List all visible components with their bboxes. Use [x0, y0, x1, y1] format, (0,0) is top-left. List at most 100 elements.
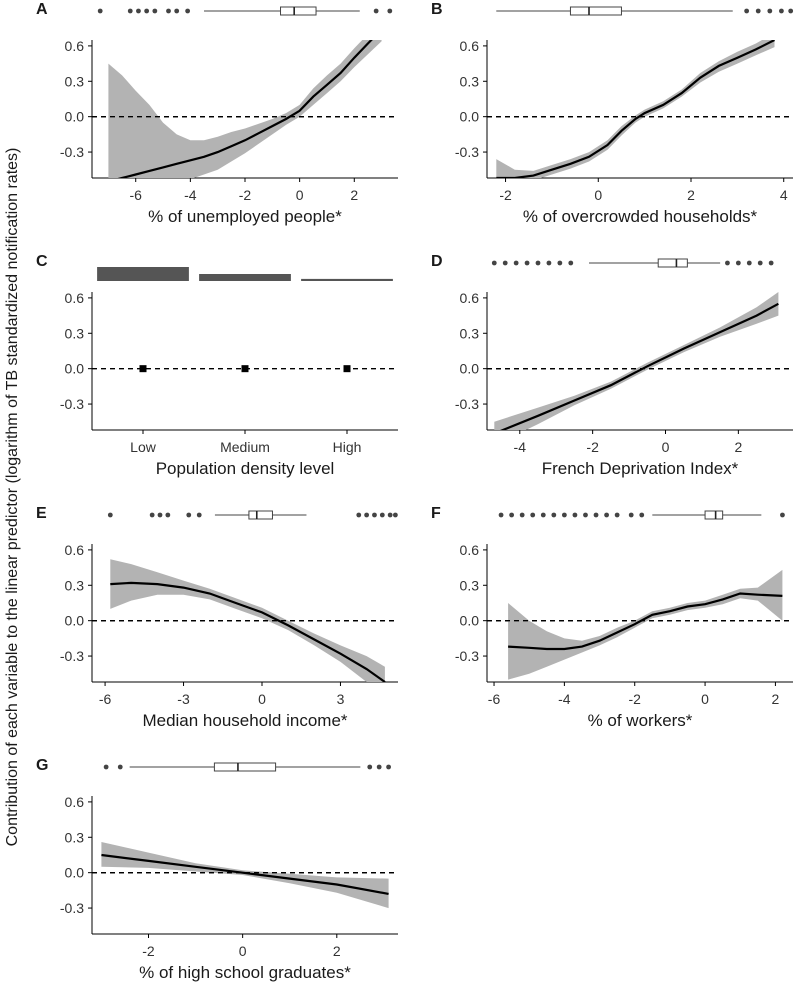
x-tick-label: 0: [239, 943, 247, 959]
confidence-band: [494, 292, 779, 430]
x-tick-label: -4: [558, 691, 571, 707]
box-outlier-point: [149, 512, 155, 518]
fitted-curve: [117, 40, 373, 178]
box-outlier-point: [757, 260, 763, 266]
box-outlier-point: [755, 8, 761, 14]
y-tick-label: 0.6: [460, 38, 480, 54]
x-tick-label: 0: [296, 187, 304, 203]
effect-point-low: [139, 365, 147, 373]
box-outlier-point: [136, 8, 141, 14]
shared-y-axis-label: Contribution of each variable to the lin…: [4, 148, 21, 847]
box-outlier-point: [364, 512, 370, 518]
box-outlier-point: [524, 260, 530, 266]
y-tick-label: 0.3: [65, 325, 85, 341]
box-outlier-point: [376, 764, 382, 770]
x-tick-label: 0: [662, 439, 670, 455]
panel-c: C -0.3 0.0 0.3 0.6 Low Medium High Population de…: [36, 253, 398, 478]
x-tick-label: -3: [177, 691, 190, 707]
y-tick-label: 0.6: [65, 794, 85, 810]
rug-bar-medium: [199, 274, 291, 281]
x-tick-label: -6: [99, 691, 112, 707]
x-tick-label: 0: [258, 691, 266, 707]
box-outlier-point: [535, 260, 541, 266]
x-tick-label: -4: [184, 187, 197, 203]
panel-label: A: [36, 1, 48, 18]
box-outlier-point: [768, 260, 774, 266]
box-outlier-point: [509, 512, 515, 518]
panel-label: C: [36, 253, 48, 270]
rug-bar-high: [301, 278, 393, 281]
x-tick-label: High: [333, 439, 362, 455]
x-tick-label: 2: [687, 187, 695, 203]
y-tick-label: 0.0: [460, 109, 480, 125]
x-tick-label: 3: [337, 691, 345, 707]
fitted-curve: [496, 40, 775, 178]
box-outlier-point: [540, 512, 546, 518]
y-tick-label: -0.3: [455, 648, 479, 664]
y-tick-label: 0.6: [460, 542, 480, 558]
box-outlier-point: [196, 512, 202, 518]
x-tick-label: -4: [514, 439, 527, 455]
x-axis-label: Median household income*: [142, 711, 347, 730]
box-outlier-point: [144, 8, 150, 14]
panel-g: G -0.3 0.0 0.3 0.6 -2 0 2 % of high school gradu…: [36, 757, 398, 982]
x-tick-label: Low: [130, 439, 157, 455]
box-iqr: [213, 762, 277, 772]
box-outlier-point: [127, 8, 133, 14]
x-tick-label: -2: [142, 943, 155, 959]
y-tick-label: 0.3: [460, 325, 480, 341]
box-outlier-point: [386, 764, 391, 770]
box-outlier-point: [614, 512, 620, 518]
box-iqr: [248, 510, 273, 520]
box-outlier-point: [593, 512, 599, 518]
y-tick-label: 0.3: [460, 577, 480, 593]
x-axis-label: % of unemployed people*: [148, 207, 342, 226]
x-tick-label: Medium: [220, 439, 270, 455]
box-outlier-point: [107, 512, 113, 518]
confidence-band: [108, 40, 382, 178]
box-outlier-point: [788, 8, 794, 14]
y-tick-label: 0.3: [65, 829, 85, 845]
box-outlier-point: [356, 512, 362, 518]
y-tick-label: 0.3: [460, 73, 480, 89]
box-outlier-point: [767, 8, 773, 14]
box-outlier-point: [551, 512, 557, 518]
x-tick-label: 4: [780, 187, 788, 203]
y-tick-label: 0.6: [460, 290, 480, 306]
box-outlier-point: [546, 260, 552, 266]
box-outlier-point: [561, 512, 567, 518]
y-tick-label: -0.3: [60, 648, 84, 664]
box-outlier-point: [157, 512, 163, 518]
box-outlier-point: [639, 512, 645, 518]
box-outlier-point: [103, 764, 109, 770]
y-tick-label: -0.3: [60, 144, 84, 160]
y-tick-label: -0.3: [60, 396, 84, 412]
box-iqr: [280, 6, 317, 16]
box-outlier-point: [117, 764, 123, 770]
y-tick-label: 0.0: [460, 613, 480, 629]
box-outlier-point: [530, 512, 536, 518]
fitted-curve: [101, 853, 389, 895]
y-tick-label: -0.3: [455, 144, 479, 160]
x-tick-label: -2: [239, 187, 252, 203]
box-outlier-point: [568, 260, 574, 266]
box-outlier-point: [604, 512, 609, 518]
box-iqr: [657, 258, 688, 268]
box-outlier-point: [744, 8, 750, 14]
y-tick-label: 0.0: [65, 613, 85, 629]
box-outlier-point: [557, 260, 563, 266]
box-outlier-point: [373, 8, 379, 14]
box-iqr: [569, 6, 622, 16]
y-tick-label: 0.3: [65, 577, 85, 593]
y-tick-label: 0.0: [460, 361, 480, 377]
box-iqr: [704, 510, 724, 520]
confidence-band: [110, 559, 385, 682]
box-outlier-point: [387, 512, 393, 518]
x-axis-label: % of overcrowded households*: [523, 207, 758, 226]
box-outlier-point: [392, 512, 398, 518]
box-outlier-point: [165, 512, 171, 518]
effect-point-medium: [241, 365, 249, 373]
box-outlier-point: [174, 8, 180, 14]
fitted-curve: [508, 592, 783, 651]
box-outlier-point: [491, 260, 497, 266]
